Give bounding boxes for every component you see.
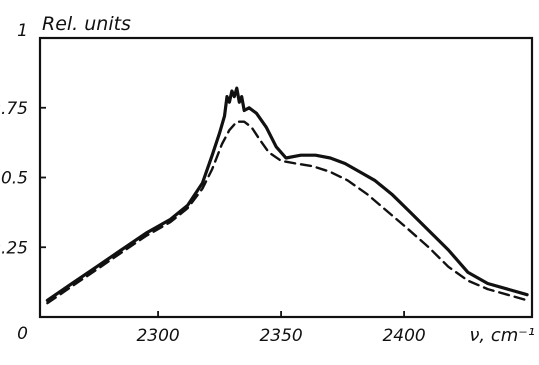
dashed-series-line (46, 120, 529, 305)
y-tick-label: 0.5 (1, 169, 28, 189)
series-layer (45, 86, 529, 305)
y-axis-title: Rel. units (42, 13, 131, 35)
x-tick-label: 2400 (382, 326, 425, 346)
axis-labels: 2300 2350 2400 0 0.25 0.5 0.75 1 Rel. units ν, cm… (0, 13, 535, 346)
axis-ticks (40, 106, 405, 317)
y-tick-label: 0.75 (0, 99, 28, 119)
y-tick-label: 1 (17, 21, 28, 41)
y-tick-label: 0 (17, 324, 28, 344)
y-tick-label: 0.25 (0, 238, 28, 258)
x-tick-label: 2350 (259, 326, 302, 346)
solid-series-line (45, 86, 529, 302)
x-axis-title: ν, cm⁻¹ (469, 325, 535, 346)
x-tick-label: 2300 (136, 326, 179, 346)
